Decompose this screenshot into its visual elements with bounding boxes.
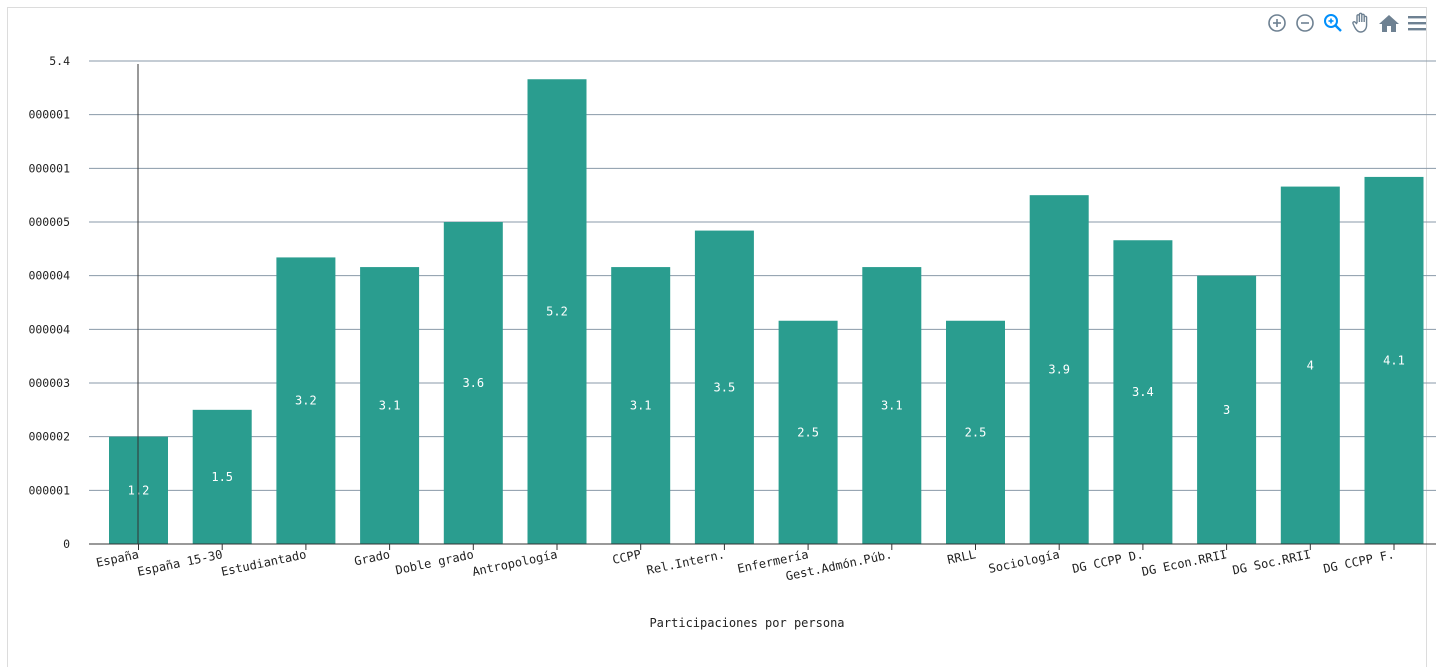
x-tick-label: DG Soc.RRII — [1231, 547, 1312, 577]
y-axis-ticks: 0 000001 000002 000003 000004 000004 000005 000… — [28, 54, 70, 551]
x-tick-label: DG CCPP D. — [1071, 547, 1145, 576]
bar[interactable] — [1029, 195, 1089, 544]
bar-value-label: 4 — [1307, 358, 1314, 372]
x-axis-title: Participaciones por persona — [649, 616, 844, 630]
y-tick-label: 000002 — [28, 430, 70, 444]
bar-data-labels: 1.21.53.23.13.65.23.13.52.53.12.53.93.43… — [128, 305, 1405, 498]
bar-value-label: 3 — [1223, 403, 1230, 417]
y-tick-label: 000001 — [28, 483, 70, 497]
bar-value-label: 3.9 — [1048, 363, 1070, 377]
bar[interactable] — [443, 222, 503, 544]
bar[interactable] — [527, 79, 587, 544]
bar-value-label: 3.5 — [714, 380, 736, 394]
y-tick-label: 000004 — [28, 322, 70, 336]
menu-icon[interactable] — [1406, 12, 1428, 34]
bar[interactable] — [778, 320, 838, 544]
bar-value-label: 1.5 — [211, 470, 233, 484]
bar[interactable] — [360, 267, 420, 544]
bar-value-label: 4.1 — [1383, 353, 1405, 367]
bar[interactable] — [694, 230, 754, 544]
x-tick-label: DG Econ.RRII — [1141, 547, 1229, 579]
x-tick-label: Grado — [353, 547, 391, 568]
y-tick-label: 000003 — [28, 376, 70, 390]
bar-value-label: 3.2 — [295, 394, 317, 408]
bar[interactable] — [1280, 186, 1340, 544]
x-tick-label: Rel.Intern. — [645, 547, 726, 577]
chart-toolbar — [1266, 12, 1428, 34]
x-tick-label: Antropología — [471, 547, 559, 579]
zoom-out-icon[interactable] — [1294, 12, 1316, 34]
magnifier-zoom-icon[interactable] — [1322, 12, 1344, 34]
bar-value-label: 5.2 — [546, 305, 568, 319]
bar-value-label: 3.1 — [379, 399, 401, 413]
y-tick-label: 000001 — [28, 161, 70, 175]
y-tick-label: 0 — [63, 537, 70, 551]
bar[interactable] — [946, 320, 1005, 544]
zoom-in-icon[interactable] — [1266, 12, 1288, 34]
bar-value-label: 2.5 — [797, 425, 819, 439]
y-tick-label: 000004 — [28, 269, 70, 283]
x-tick-label: España 15-30 — [136, 547, 224, 579]
bar-value-label: 3.4 — [1132, 385, 1154, 399]
x-tick-label: Estudiantado — [220, 547, 308, 579]
y-tick-label: 000005 — [28, 215, 70, 229]
x-tick-label: Sociología — [987, 547, 1061, 576]
bar[interactable] — [1197, 275, 1257, 544]
bar[interactable] — [611, 267, 671, 544]
bar-value-label: 2.5 — [965, 425, 987, 439]
bar[interactable] — [1364, 176, 1424, 545]
bar[interactable] — [192, 409, 252, 544]
x-tick-label: Doble grado — [394, 547, 475, 577]
bar-value-label: 3.6 — [462, 376, 484, 390]
chart-frame — [7, 7, 1427, 667]
bar[interactable] — [1113, 240, 1173, 544]
bar[interactable] — [276, 257, 336, 544]
bar[interactable] — [862, 267, 922, 544]
x-tick-label: España — [95, 547, 140, 570]
y-tick-label: 5.4 — [49, 54, 70, 68]
x-tick-label: RRLL — [946, 547, 977, 567]
bars — [109, 79, 1424, 545]
pan-hand-icon[interactable] — [1350, 12, 1372, 34]
bar-value-label: 3.1 — [881, 399, 903, 413]
y-tick-label: 000001 — [28, 108, 70, 122]
x-tick-label: DG CCPP F. — [1322, 547, 1396, 576]
bar-value-label: 3.1 — [630, 399, 652, 413]
home-reset-icon[interactable] — [1378, 12, 1400, 34]
x-tick-label: CCPP — [611, 547, 642, 567]
